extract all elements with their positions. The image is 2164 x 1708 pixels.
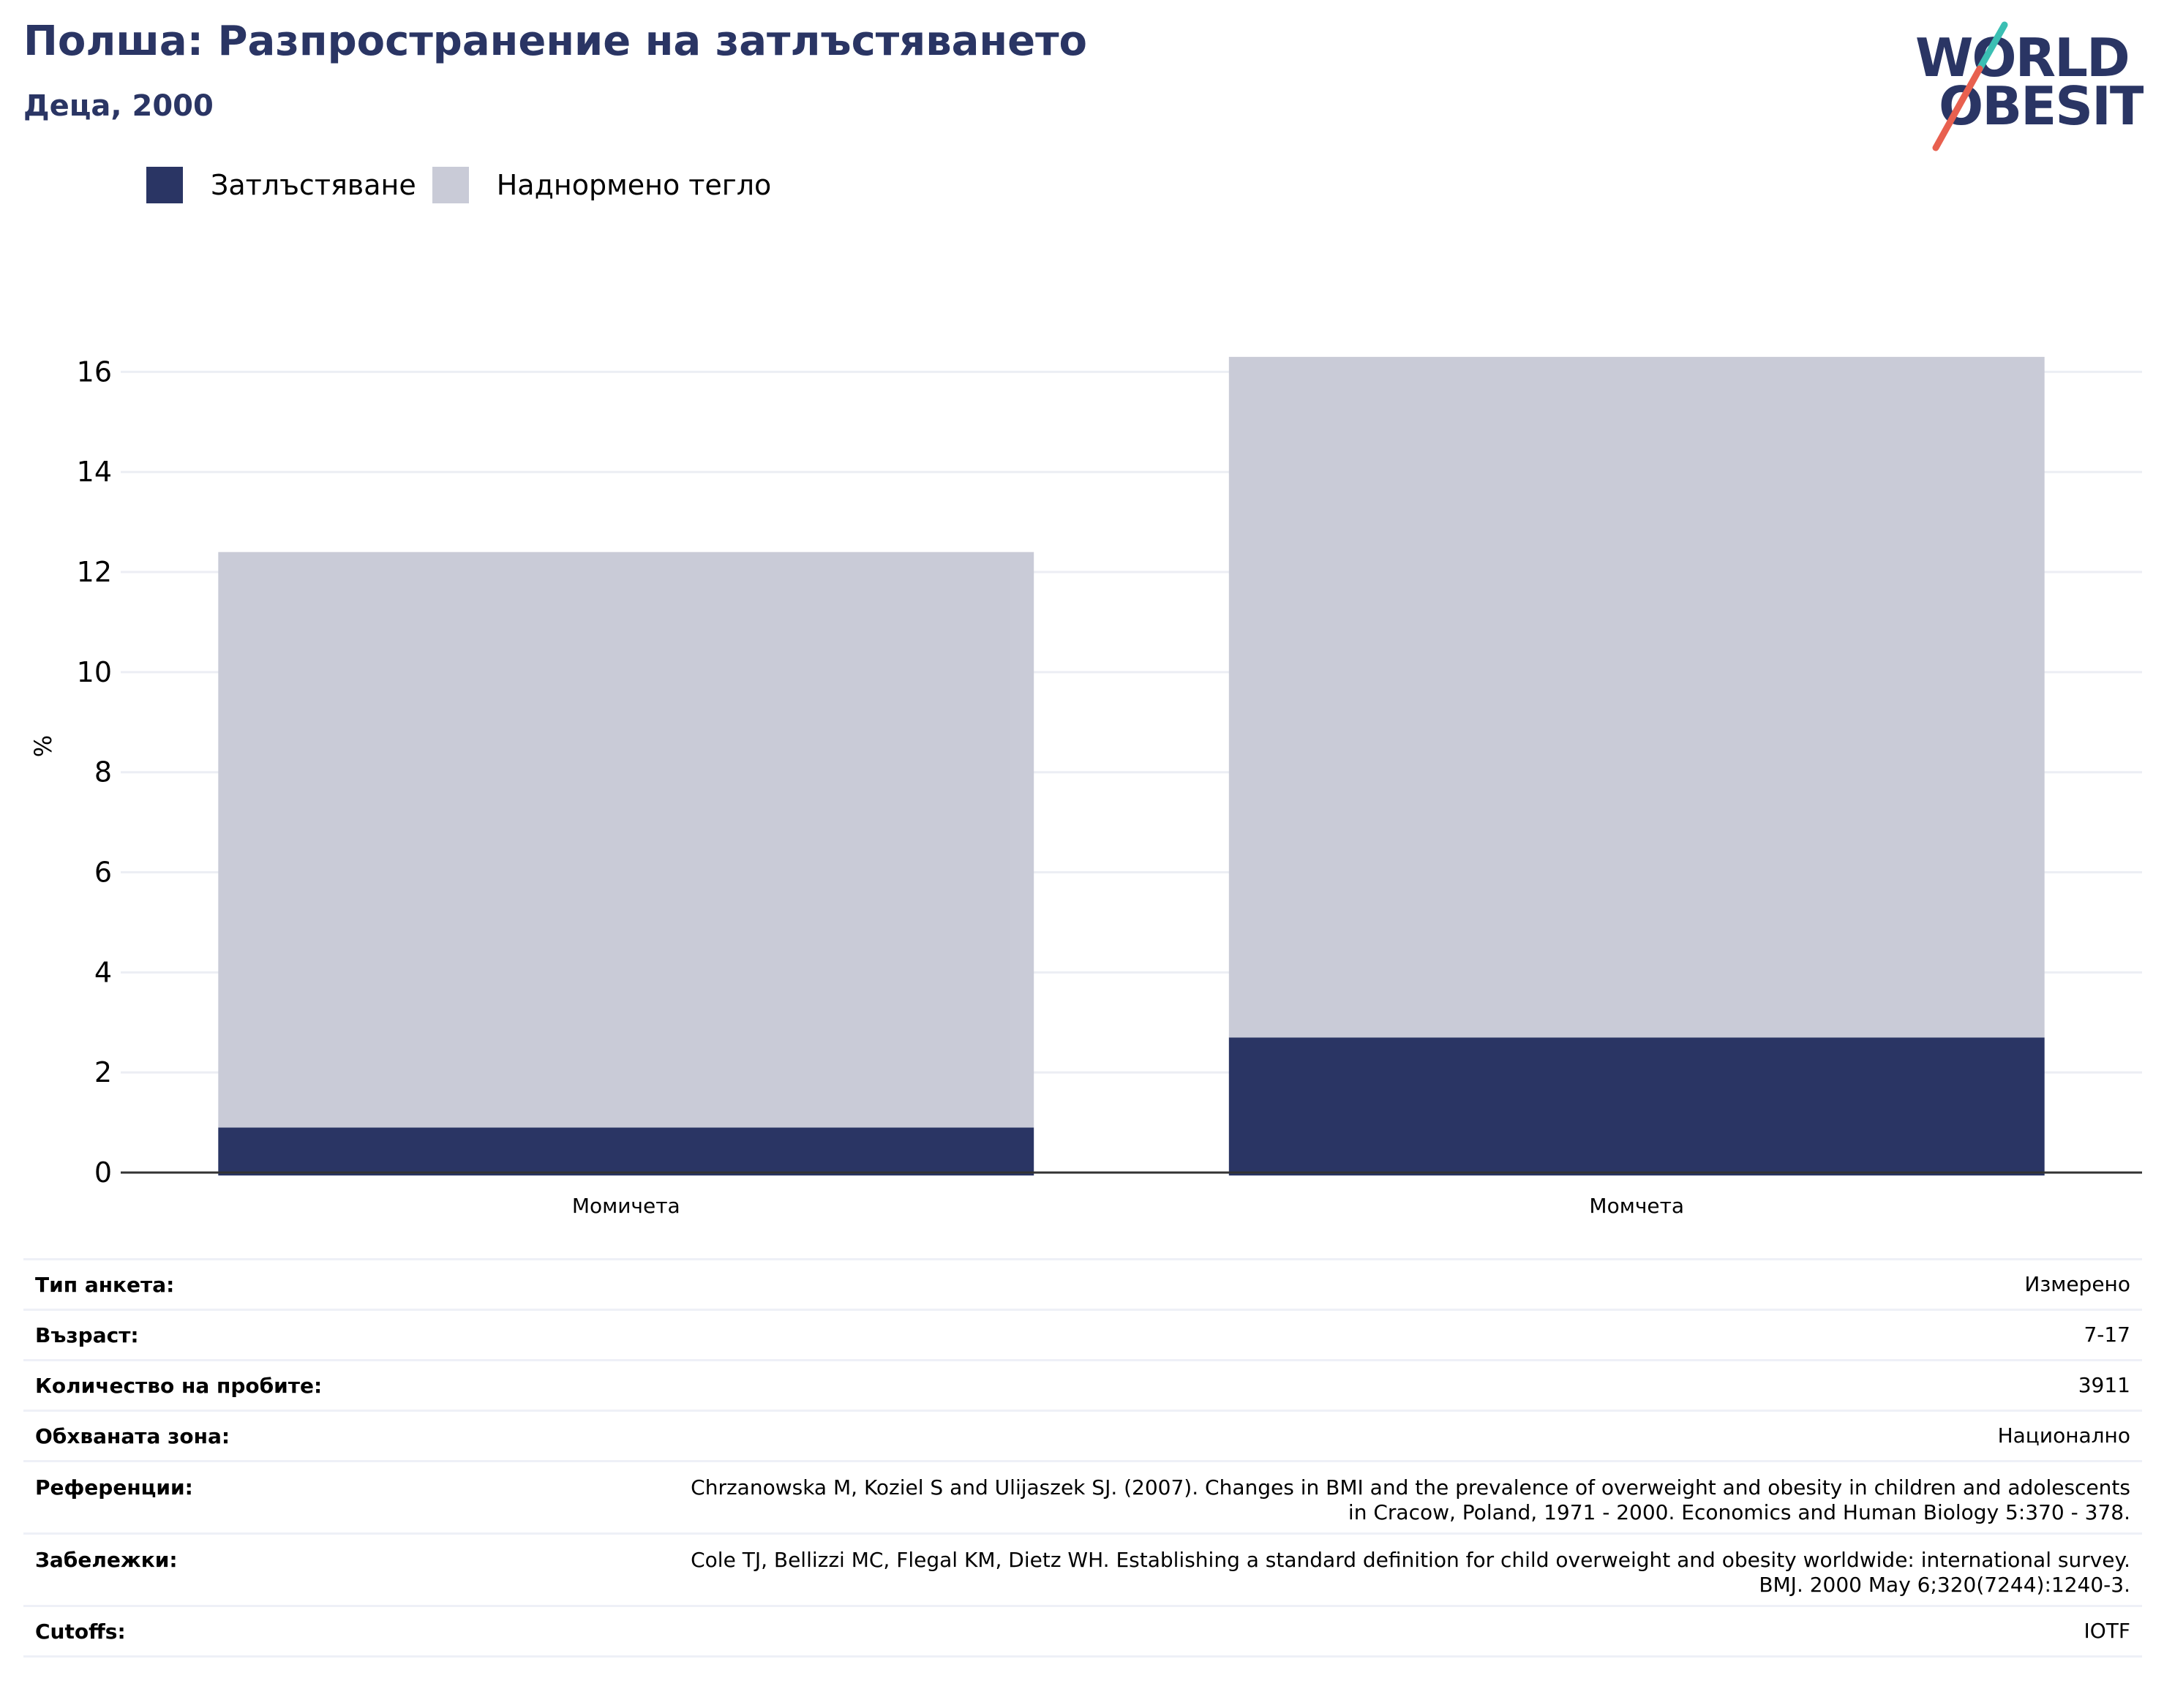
meta-label: Обхваната зона:	[35, 1423, 230, 1448]
y-tick-label: 16	[77, 355, 112, 388]
meta-value-line: Chrzanowska M, Koziel S and Ulijaszek SJ…	[691, 1475, 2130, 1500]
y-axis-label: %	[29, 735, 57, 757]
legend-swatch-overweight	[432, 167, 469, 203]
y-tick-label: 12	[77, 556, 112, 588]
meta-value-line: BMJ. 2000 May 6;320(7244):1240-3.	[1759, 1573, 2130, 1597]
legend-label-overweight: Наднормено тегло	[496, 169, 772, 201]
y-tick-label: 8	[94, 756, 112, 789]
logo-slash-red	[1932, 65, 1983, 151]
meta-label: Забележки:	[35, 1548, 178, 1572]
y-tick-label: 14	[77, 456, 112, 488]
meta-label: Тип анкета:	[35, 1272, 175, 1297]
meta-row-survey-type: Тип анкета: Измерено	[23, 1259, 2142, 1310]
meta-value: Национално	[1997, 1423, 2130, 1448]
chart-legend: Затлъстяване Наднормено тегло	[146, 167, 787, 203]
meta-row-notes: Забележки: Cole TJ, Bellizzi MC, Flegal …	[23, 1533, 2142, 1606]
meta-value: Chrzanowska M, Koziel S and Ulijaszek SJ…	[559, 1461, 2142, 1534]
x-tick-label: Момчета	[1589, 1194, 1684, 1218]
legend-swatch-obesity	[146, 167, 183, 203]
y-tick-label: 4	[94, 956, 112, 988]
meta-value-line: in Cracow, Poland, 1971 - 2000. Economic…	[1348, 1500, 2130, 1524]
bar-segment-obesity	[218, 1127, 1034, 1175]
stacked-bar-chart: 0 2 4 6 8 10 12 14 16% Момичета Момчета	[29, 355, 2142, 1218]
survey-metadata-table: Тип анкета: Измерено Възраст: 7-17 Колич…	[23, 1258, 2142, 1658]
meta-row-age: Възраст: 7-17	[23, 1309, 2142, 1361]
meta-value: Измерено	[2024, 1272, 2130, 1296]
meta-value-line: Cole TJ, Bellizzi MC, Flegal KM, Dietz W…	[691, 1548, 2130, 1572]
chart-title: Полша: Разпространение на затлъстяването	[23, 18, 1088, 65]
meta-label: Cutoffs:	[35, 1619, 126, 1644]
bar-segment-overweight	[1228, 356, 2045, 1038]
meta-value: 3911	[2078, 1373, 2130, 1397]
world-obesity-logo: WORLD OBESITY	[1915, 21, 2144, 151]
meta-row-cutoffs: Cutoffs: IOTF	[23, 1606, 2142, 1657]
meta-label: Количество на пробите:	[35, 1373, 323, 1398]
legend-label-obesity: Затлъстяване	[211, 169, 416, 201]
legend-item-overweight: Наднормено тегло	[432, 167, 772, 203]
y-tick-label: 10	[77, 656, 112, 688]
bar-segment-obesity	[1228, 1037, 2045, 1175]
y-tick-label: 6	[94, 857, 112, 889]
meta-value: 7-17	[2084, 1323, 2130, 1347]
meta-label: Възраст:	[35, 1323, 139, 1347]
meta-value: Cole TJ, Bellizzi MC, Flegal KM, Dietz W…	[559, 1534, 2142, 1606]
x-tick-label: Момичета	[572, 1194, 680, 1218]
bar-segment-overweight	[218, 552, 1034, 1128]
y-tick-label: 0	[94, 1156, 112, 1189]
chart-subtitle: Деца, 2000	[23, 89, 214, 123]
logo-slash-teal	[1976, 21, 2008, 72]
meta-label: Референции:	[35, 1475, 193, 1500]
meta-value: IOTF	[2084, 1619, 2130, 1643]
meta-row-sample-size: Количество на пробите: 3911	[23, 1360, 2142, 1411]
logo-word-world: WORLD	[1915, 27, 2129, 89]
meta-row-coverage: Обхваната зона: Национално	[23, 1410, 2142, 1461]
meta-row-references: Референции: Chrzanowska M, Koziel S and …	[23, 1461, 2142, 1534]
y-tick-label: 2	[94, 1056, 112, 1088]
legend-item-obesity: Затлъстяване	[146, 167, 416, 203]
